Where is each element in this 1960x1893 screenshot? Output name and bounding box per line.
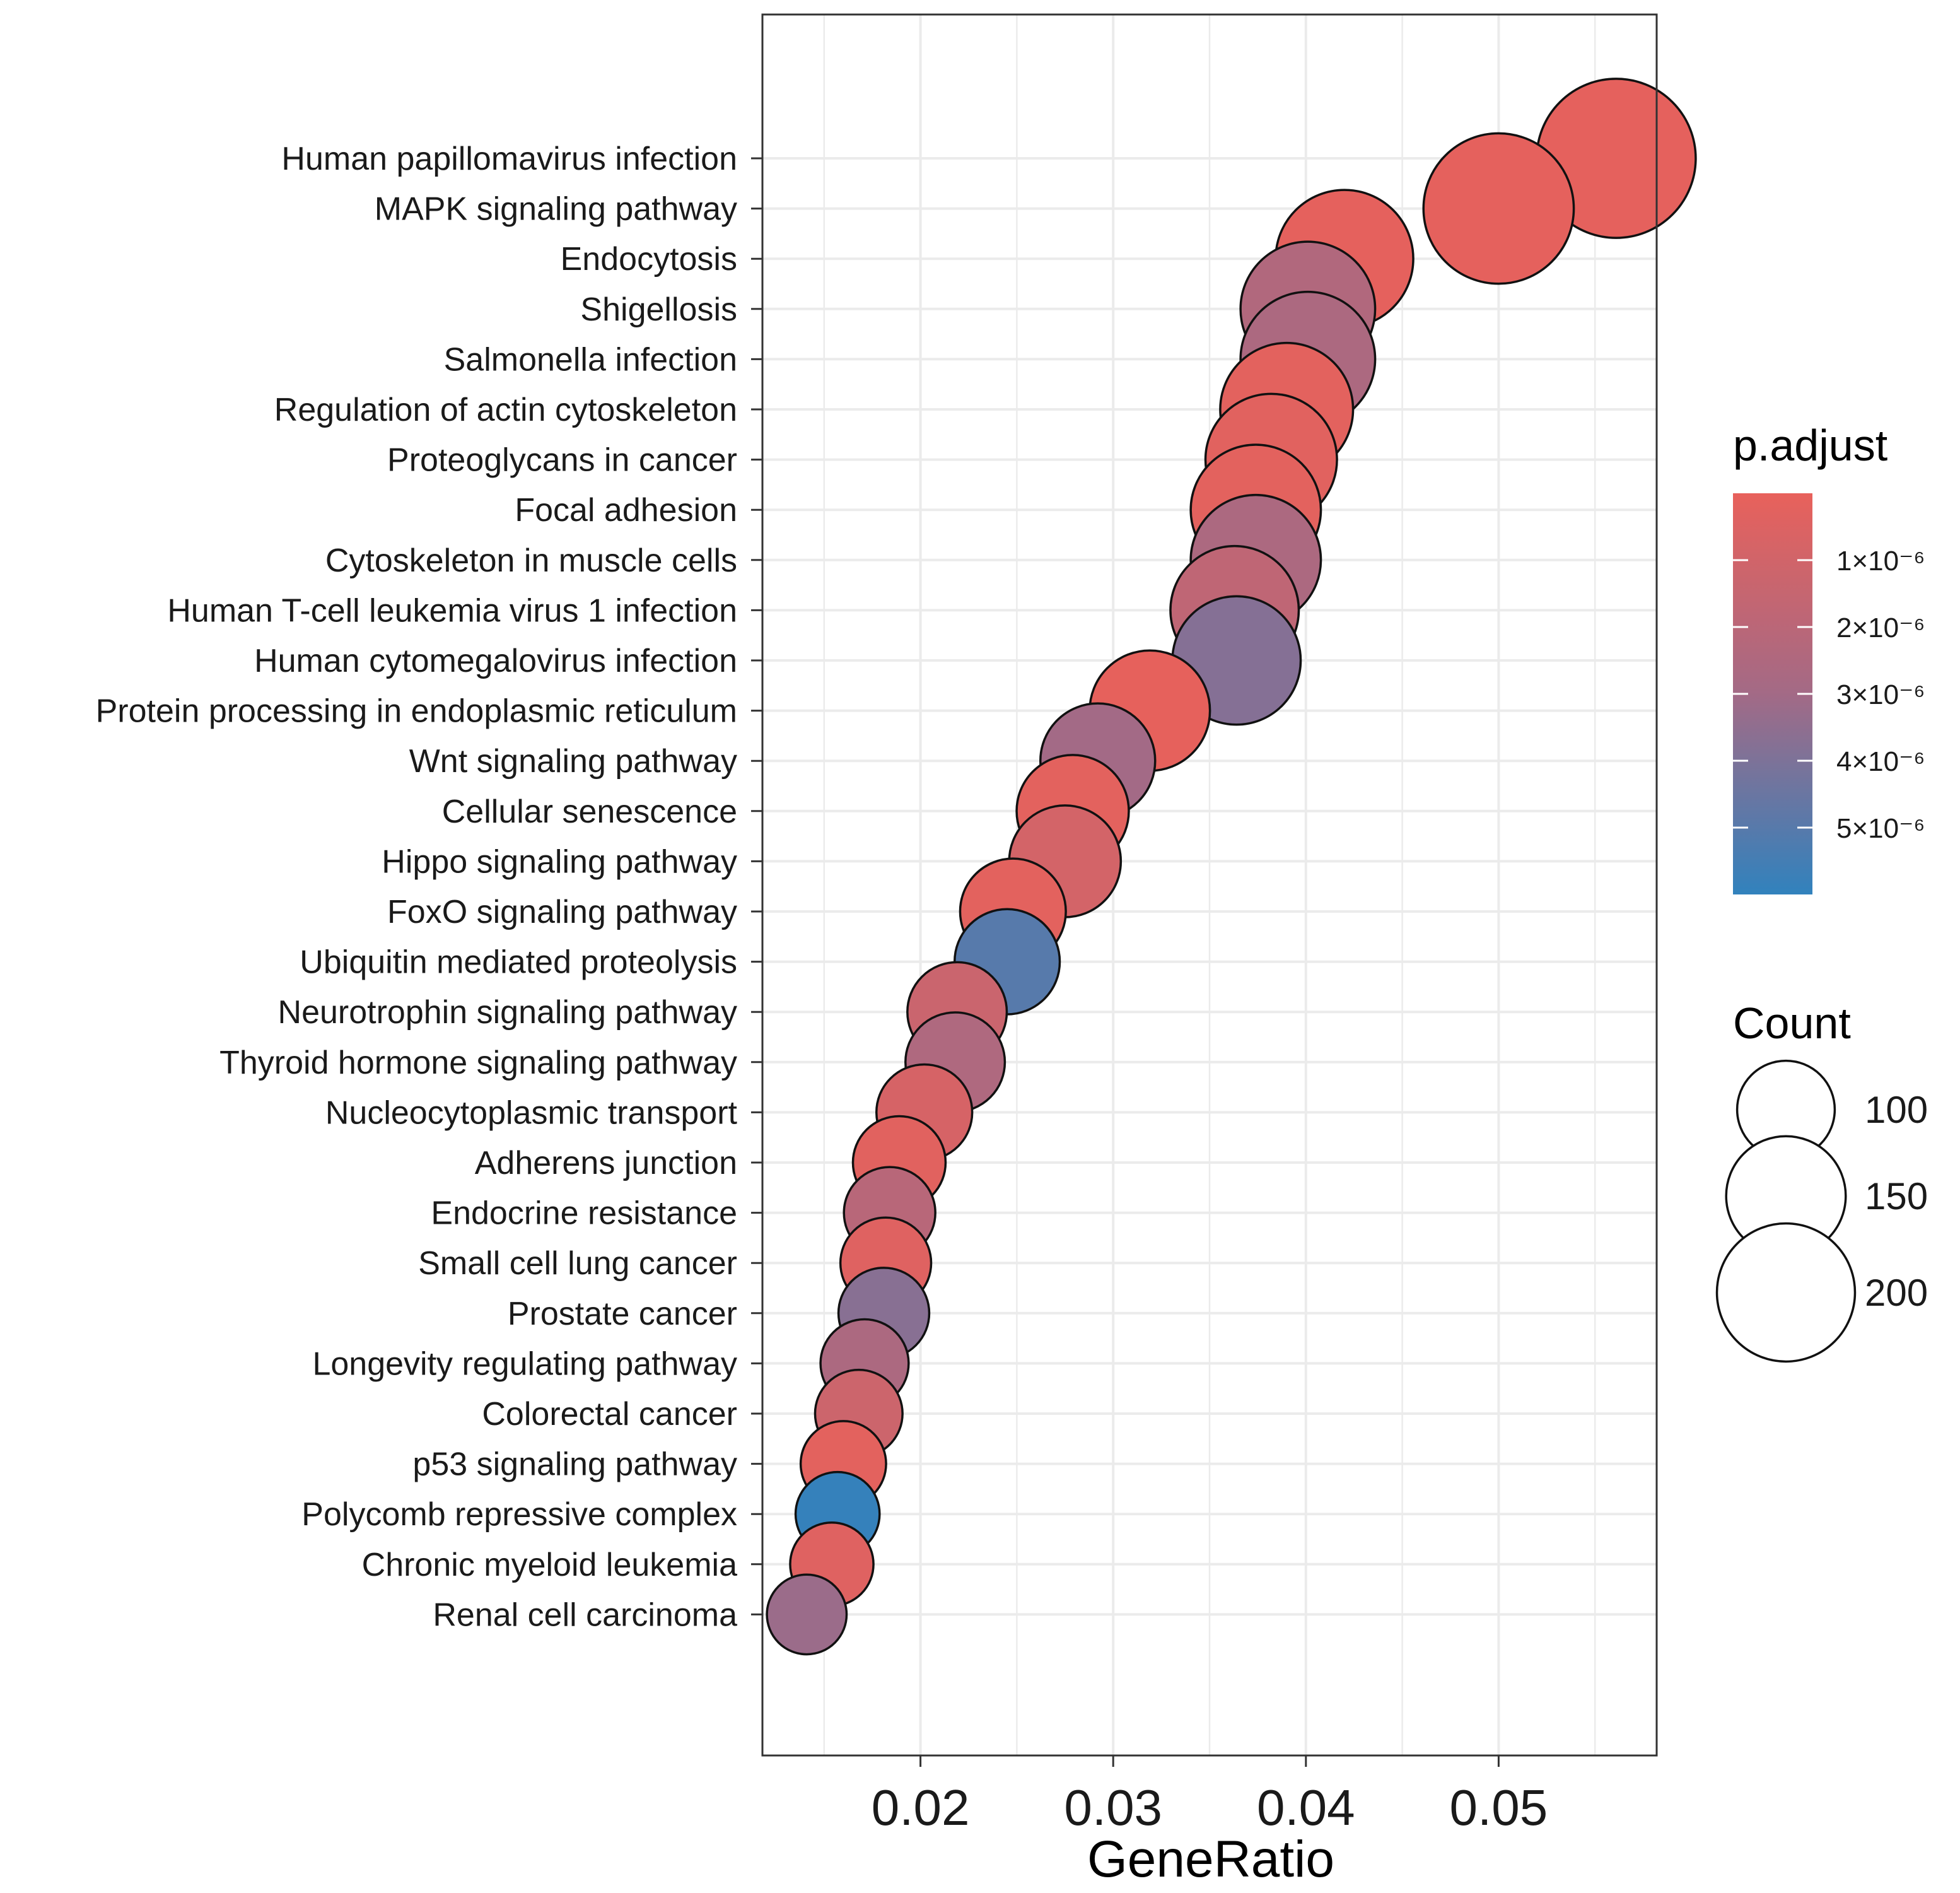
data-point: [766, 1573, 848, 1656]
x-tick-label: 0.05: [1450, 1779, 1548, 1836]
plot-panel-border: [761, 13, 1658, 1757]
y-tick-label: Longevity regulating pathway: [312, 1345, 737, 1382]
y-tick-label: Thyroid hormone signaling pathway: [219, 1045, 737, 1081]
x-axis-title: GeneRatio: [1087, 1831, 1334, 1888]
size-legend-title: Count: [1733, 999, 1851, 1048]
y-tick-label: p53 signaling pathway: [412, 1446, 737, 1483]
x-axis: 0.02 0.03 0.04 0.05: [872, 1755, 1548, 1836]
y-tick-label: Human T-cell leukemia virus 1 infection: [167, 592, 737, 629]
y-tick-label: Salmonella infection: [444, 341, 737, 378]
size-legend-label: 150: [1865, 1175, 1928, 1217]
color-bar-label: 2×10⁻⁶: [1836, 612, 1925, 643]
y-tick-label: Proteoglycans in cancer: [387, 442, 737, 479]
y-tick-label: Regulation of actin cytoskeleton: [274, 392, 737, 428]
y-tick-label: Polycomb repressive complex: [301, 1496, 737, 1533]
size-legend-keys: 100 150 200: [1715, 1059, 1928, 1363]
y-tick-label: Nucleocytoplasmic transport: [325, 1094, 738, 1131]
color-legend: p.adjust 1×10⁻⁶ 2×10⁻⁶ 3×10⁻⁶ 4×10⁻⁶ 5×10⁻⁶: [1733, 421, 1925, 894]
y-tick-label: Adherens junction: [475, 1145, 737, 1181]
color-bar-label: 4×10⁻⁶: [1836, 746, 1925, 777]
y-tick-label: Small cell lung cancer: [418, 1245, 737, 1282]
y-tick-label: FoxO signaling pathway: [387, 894, 737, 930]
color-legend-title: p.adjust: [1733, 421, 1887, 470]
size-legend: Count 100 150 200: [1715, 999, 1928, 1363]
y-tick-label: Colorectal cancer: [482, 1396, 737, 1433]
x-tick-label: 0.03: [1064, 1779, 1162, 1836]
size-legend-key: [1715, 1222, 1857, 1363]
y-tick-label: Human papillomavirus infection: [281, 141, 737, 177]
y-tick-label: Chronic myeloid leukemia: [362, 1547, 737, 1583]
y-tick-label: Cytoskeleton in muscle cells: [325, 542, 737, 579]
y-axis: Human papillomavirus infection MAPK signa…: [96, 141, 762, 1633]
size-legend-label: 200: [1865, 1272, 1928, 1314]
y-tick-label: Shigellosis: [580, 291, 737, 328]
color-bar-ticks: 1×10⁻⁶ 2×10⁻⁶ 3×10⁻⁶ 4×10⁻⁶ 5×10⁻⁶: [1733, 546, 1925, 844]
size-legend-label: 100: [1865, 1089, 1928, 1131]
color-bar-label: 1×10⁻⁶: [1836, 546, 1925, 577]
y-tick-label: Cellular senescence: [442, 794, 737, 830]
data-point: [1422, 132, 1575, 285]
y-tick-label: Human cytomegalovirus infection: [254, 643, 737, 679]
y-tick-label: Wnt signaling pathway: [409, 743, 737, 780]
points-layer: [766, 78, 1697, 1656]
x-tick-label: 0.04: [1257, 1779, 1355, 1836]
y-tick-label: Ubiquitin mediated proteolysis: [300, 944, 737, 981]
y-tick-label: Neurotrophin signaling pathway: [278, 994, 737, 1031]
y-tick-label: Renal cell carcinoma: [433, 1597, 737, 1633]
x-tick-label: 0.02: [872, 1779, 970, 1836]
y-tick-label: Prostate cancer: [508, 1296, 737, 1332]
y-tick-label: Protein processing in endoplasmic reticu…: [96, 693, 737, 730]
y-tick-label: Endocytosis: [561, 241, 737, 278]
y-tick-label: MAPK signaling pathway: [375, 191, 737, 228]
y-tick-label: Hippo signaling pathway: [382, 843, 737, 880]
y-tick-label: Endocrine resistance: [431, 1195, 737, 1232]
y-tick-label: Focal adhesion: [515, 492, 737, 529]
color-bar-label: 3×10⁻⁶: [1836, 679, 1925, 710]
color-bar-label: 5×10⁻⁶: [1836, 813, 1925, 844]
